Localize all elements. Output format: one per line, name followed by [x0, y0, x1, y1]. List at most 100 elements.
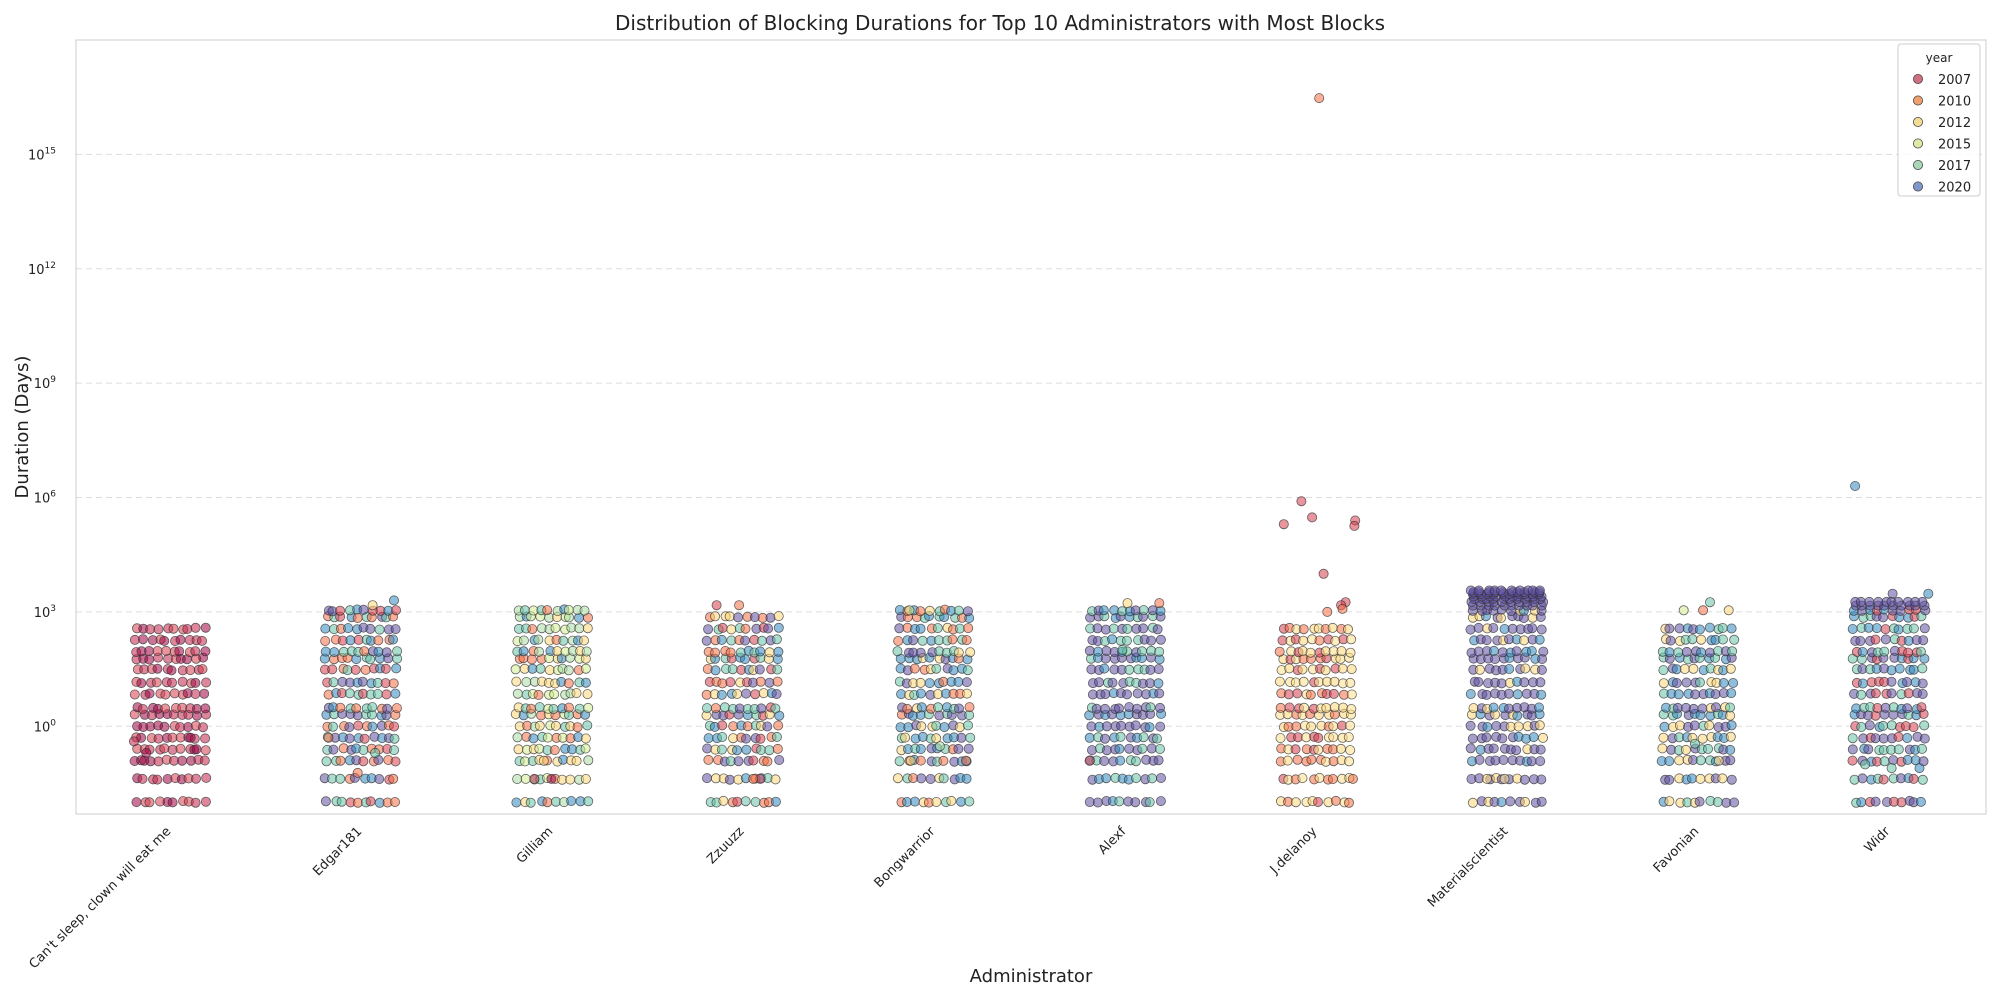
data-point: [1274, 646, 1285, 657]
data-point: [344, 722, 355, 733]
data-point: [1903, 688, 1914, 699]
data-point: [1156, 773, 1167, 784]
data-point: [1291, 721, 1302, 732]
data-point: [191, 744, 202, 755]
data-point: [741, 733, 752, 744]
legend-marker: [1913, 95, 1924, 106]
data-point: [389, 797, 400, 808]
data-point: [750, 689, 761, 700]
data-point: [770, 774, 781, 785]
data-point: [948, 665, 959, 676]
data-point: [718, 795, 729, 806]
data-point: [772, 664, 783, 675]
data-point: [916, 702, 927, 713]
data-point: [1091, 703, 1102, 714]
data-point: [1122, 689, 1133, 700]
data-point: [763, 623, 774, 634]
data-point: [166, 665, 177, 676]
data-point: [137, 634, 148, 645]
data-point: [1908, 623, 1919, 634]
data-point: [1465, 689, 1476, 700]
data-point: [372, 689, 383, 700]
data-point: [1467, 733, 1478, 744]
data-point: [131, 797, 142, 808]
data-point: [1850, 480, 1861, 491]
data-point: [1857, 773, 1868, 784]
data-point: [196, 635, 207, 646]
data-point: [137, 704, 148, 715]
data-point: [549, 689, 560, 700]
data-point: [939, 722, 950, 733]
data-point: [1857, 647, 1868, 658]
data-point: [1284, 702, 1295, 713]
data-point: [719, 702, 730, 713]
data-point: [177, 755, 188, 766]
data-point: [199, 688, 210, 699]
data-point: [1729, 634, 1740, 645]
data-point: [145, 624, 156, 635]
data-point: [710, 647, 721, 658]
data-point: [144, 646, 155, 657]
data-point: [1488, 702, 1499, 713]
data-point: [1528, 732, 1539, 743]
data-point: [136, 678, 147, 689]
data-point: [1726, 720, 1737, 731]
legend-entry: 2020: [1938, 181, 1971, 196]
legend: year 2007 2010 2012 2015 2017 2020: [1897, 43, 1981, 197]
data-point: [1526, 646, 1537, 657]
data-point: [1681, 646, 1692, 657]
data-point: [1297, 773, 1308, 784]
data-point: [703, 624, 714, 635]
legend-entry: 2012: [1938, 116, 1971, 131]
data-point: [908, 635, 919, 646]
data-point: [367, 600, 378, 611]
data-point: [1695, 755, 1706, 766]
data-point: [755, 676, 766, 687]
data-point: [1519, 635, 1530, 646]
data-point: [1098, 605, 1109, 616]
data-point: [529, 773, 540, 784]
data-point: [169, 688, 180, 699]
data-point: [964, 796, 975, 807]
data-point: [1497, 733, 1508, 744]
data-point: [1137, 743, 1148, 754]
data-point: [352, 767, 363, 778]
data-point: [581, 646, 592, 657]
data-point: [373, 635, 384, 646]
data-point: [1481, 635, 1492, 646]
data-point: [357, 676, 368, 687]
data-point: [335, 773, 346, 784]
data-point: [1093, 646, 1104, 657]
data-point: [512, 732, 523, 743]
data-point: [1503, 688, 1514, 699]
data-point: [177, 676, 188, 687]
data-point: [1130, 720, 1141, 731]
data-point: [772, 676, 783, 687]
data-point: [701, 635, 712, 646]
data-point: [538, 755, 549, 766]
data-point: [965, 647, 976, 658]
data-point: [1488, 623, 1499, 634]
data-point: [1664, 647, 1675, 658]
data-point: [370, 747, 381, 758]
data-point: [528, 733, 539, 744]
data-point: [1664, 796, 1675, 807]
data-point: [771, 689, 782, 700]
data-point: [1147, 773, 1158, 784]
data-point: [1847, 733, 1858, 744]
data-point: [382, 703, 393, 714]
data-point: [1084, 755, 1095, 766]
data-point: [574, 623, 585, 634]
data-point: [1917, 663, 1928, 674]
data-point: [1504, 664, 1515, 675]
data-point: [182, 624, 193, 635]
data-point: [1131, 773, 1142, 784]
data-point: [1535, 744, 1546, 755]
data-point: [1902, 677, 1913, 688]
data-point: [1113, 703, 1124, 714]
data-point: [1338, 702, 1349, 713]
data-point: [1101, 773, 1112, 784]
data-point: [565, 774, 576, 785]
data-point: [1880, 624, 1891, 635]
